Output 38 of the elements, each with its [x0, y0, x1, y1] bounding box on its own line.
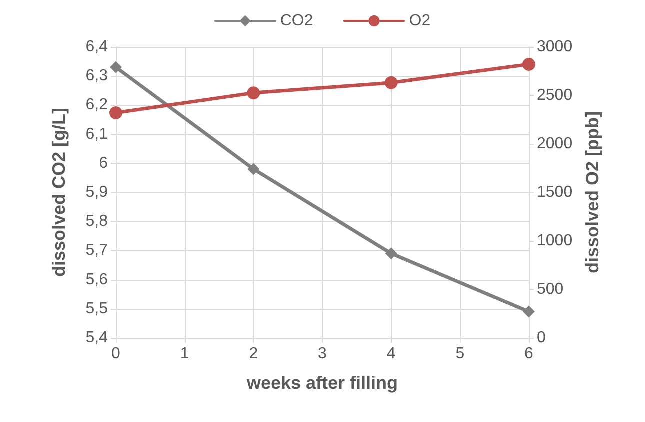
x-tick-label: 4 [386, 346, 396, 362]
y-tick-label: 5,5 [86, 300, 108, 318]
y-tick-label: 5,7 [86, 242, 108, 260]
y-tick-label: 5,9 [86, 184, 108, 201]
y-tick-label: 6,1 [86, 126, 108, 143]
x-tick-label: 3 [318, 346, 328, 362]
y2-axis-title: dissolved O2 [ppb] [582, 111, 602, 274]
x-tick-label: 2 [249, 346, 258, 362]
x-tick-label: 5 [456, 346, 465, 362]
x-tick-label: 6 [524, 346, 534, 362]
y2-tick-label: 2000 [537, 136, 573, 152]
y2-tick-label: 0 [537, 330, 546, 346]
point [248, 163, 260, 176]
y-tick-label: 6,4 [86, 38, 108, 56]
point [522, 58, 536, 71]
legend-label: CO2 [280, 12, 314, 30]
point [110, 106, 122, 120]
y-tick-label: 6,2 [86, 96, 108, 114]
x-tick-label: 1 [180, 346, 190, 362]
y-tick-label: 5,6 [86, 271, 108, 288]
legend-label: O2 [409, 12, 431, 30]
y-tick-label: 6 [99, 154, 108, 172]
point [247, 86, 260, 100]
y2-tick-label: 2500 [537, 87, 573, 104]
y2-tick-label: 1500 [537, 184, 573, 201]
point [385, 248, 398, 260]
y2-tick-label: 3000 [537, 38, 573, 56]
point [110, 61, 122, 74]
y2-tick-label: 500 [537, 281, 564, 298]
y-axis-title: dissolved CO2 [g/L] [49, 108, 69, 278]
point [384, 76, 398, 90]
x-axis-title: weeks after filling [246, 373, 398, 393]
point [523, 306, 535, 318]
y-tick-label: 5,8 [86, 213, 108, 230]
y-tick-label: 6,3 [86, 68, 108, 85]
x-tick-label: 0 [112, 346, 121, 362]
y-tick-label: 5,4 [86, 330, 108, 346]
y2-tick-label: 1000 [537, 232, 573, 250]
